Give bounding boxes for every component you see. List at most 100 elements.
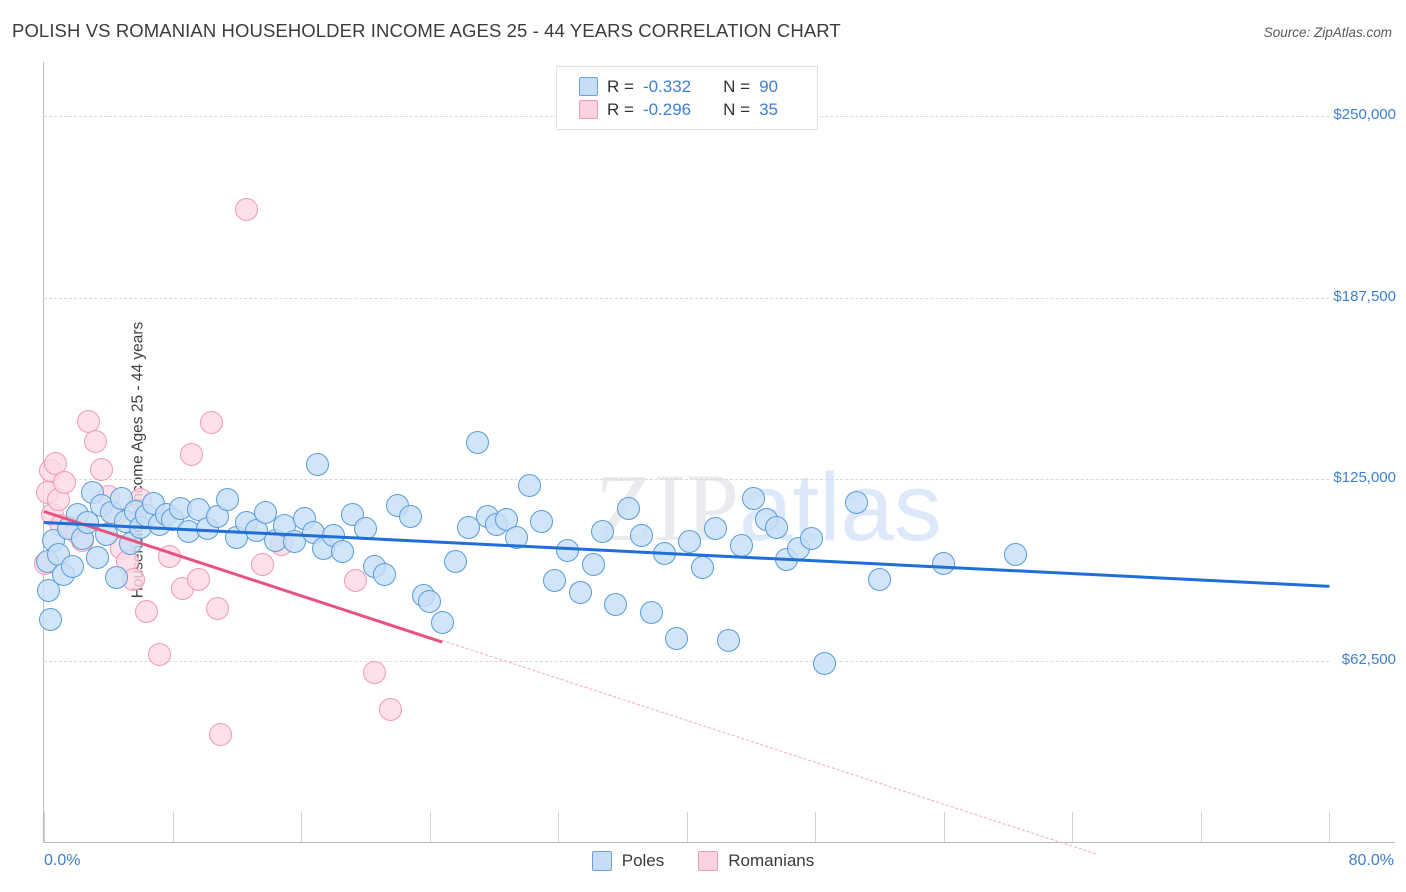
scatter-point <box>254 501 278 525</box>
scatter-point <box>90 457 114 481</box>
scatter-point <box>75 511 99 535</box>
scatter-point <box>639 601 663 625</box>
scatter-point <box>250 553 274 577</box>
scatter-point <box>215 488 239 512</box>
scatter-point <box>543 569 567 593</box>
y-axis-tick-label: $250,000 <box>1333 106 1396 124</box>
legend-item-romanians[interactable]: Romanians <box>698 851 814 871</box>
gridline <box>44 297 1329 299</box>
n-value-poles: 90 <box>759 76 778 96</box>
scatter-point <box>617 496 641 520</box>
x-axis-tick <box>1200 812 1202 842</box>
scatter-point <box>205 596 229 620</box>
trendline-romanians-extension <box>442 640 1097 855</box>
r-value-poles: -0.332 <box>642 76 692 96</box>
n-label-poles: N = <box>723 76 751 96</box>
x-axis-tick <box>429 812 431 842</box>
scatter-point <box>556 538 580 562</box>
page-title: POLISH VS ROMANIAN HOUSEHOLDER INCOME AG… <box>12 20 841 41</box>
legend-label-romanians: Romanians <box>728 851 815 870</box>
scatter-point <box>157 544 181 568</box>
scatter-point <box>1004 543 1028 567</box>
y-axis-tick-label: $187,500 <box>1333 287 1396 305</box>
swatch-poles-icon <box>579 77 598 96</box>
r-label-romanians: R = <box>607 99 634 119</box>
x-axis-tick <box>815 812 816 842</box>
scatter-point <box>83 429 107 453</box>
scatter-point <box>180 443 204 467</box>
correlation-legend-box: R = -0.332 N = 90 R = -0.296 N = 35 <box>556 66 818 130</box>
legend-swatch-romanians-icon <box>698 851 719 871</box>
scatter-point <box>135 599 159 623</box>
scatter-point <box>148 643 172 667</box>
scatter-point <box>209 723 233 747</box>
scatter-point <box>353 517 377 541</box>
legend-item-poles[interactable]: Poles <box>591 851 664 871</box>
scatter-point <box>199 411 223 435</box>
stat-row-poles: R = -0.332 N = 90 <box>579 77 817 97</box>
scatter-point <box>53 470 77 494</box>
scatter-point <box>466 431 490 455</box>
scatter-point <box>456 515 480 539</box>
scatter-point <box>568 580 592 604</box>
x-axis-tick <box>44 812 45 842</box>
r-label-poles: R = <box>607 76 634 96</box>
scatter-point <box>800 527 824 551</box>
scatter-point <box>665 627 689 651</box>
scatter-point <box>373 563 397 587</box>
series-legend: Poles Romanians <box>0 851 1406 871</box>
scatter-point <box>85 546 109 570</box>
scatter-point <box>691 556 715 580</box>
legend-swatch-poles-icon <box>591 851 612 871</box>
scatter-point <box>61 554 85 578</box>
scatter-point <box>331 540 355 564</box>
swatch-romanians-icon <box>579 100 598 119</box>
scatter-point <box>344 569 368 593</box>
y-axis-tick-label: $125,000 <box>1333 469 1396 487</box>
scatter-point <box>379 698 403 722</box>
scatter-point <box>652 541 676 565</box>
scatter-point <box>845 490 869 514</box>
scatter-point <box>443 550 467 574</box>
scatter-point <box>95 522 119 546</box>
scatter-point <box>504 525 528 549</box>
stat-row-romanians: R = -0.296 N = 35 <box>579 100 817 120</box>
scatter-point <box>764 515 788 539</box>
scatter-point <box>398 505 422 529</box>
scatter-point <box>729 534 753 558</box>
scatter-point <box>867 567 891 591</box>
gridline <box>44 660 1329 662</box>
scatter-point <box>630 524 654 548</box>
scatter-point <box>234 197 258 221</box>
scatter-point <box>38 608 62 632</box>
scatter-point <box>581 553 605 577</box>
x-axis-tick <box>172 812 174 842</box>
source-label: Source: ZipAtlas.com <box>1263 25 1392 40</box>
n-label-romanians: N = <box>723 99 751 119</box>
scatter-point <box>186 567 210 591</box>
n-value-romanians: 35 <box>759 99 778 119</box>
scatter-point <box>305 453 329 477</box>
x-axis-tick <box>943 812 945 842</box>
scatter-point <box>742 486 766 510</box>
scatter-point <box>678 530 702 554</box>
y-axis-tick-label: $62,500 <box>1341 650 1396 668</box>
scatter-point <box>591 519 615 543</box>
gridline <box>44 479 1329 481</box>
x-axis-max-label: 80.0% <box>1348 852 1394 869</box>
r-value-romanians: -0.296 <box>642 99 692 119</box>
x-axis-tick <box>301 812 302 842</box>
scatter-point <box>813 652 837 675</box>
scatter-point <box>716 628 740 652</box>
scatter-point <box>604 592 628 616</box>
scatter-point <box>517 473 541 497</box>
x-axis-line <box>43 842 1395 843</box>
scatter-point <box>418 589 441 613</box>
scatter-point <box>530 509 554 533</box>
x-axis-tick <box>1329 812 1330 842</box>
scatter-point <box>37 579 61 603</box>
scatter-point <box>363 660 387 684</box>
scatter-point <box>104 566 128 590</box>
